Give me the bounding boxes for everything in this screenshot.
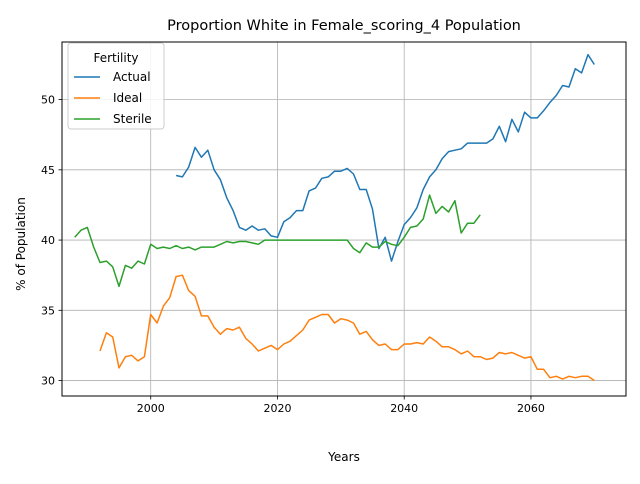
- y-tick-label: 40: [41, 234, 55, 247]
- legend-items: Actual Ideal Sterile: [74, 70, 152, 126]
- legend-label-sterile: Sterile: [113, 112, 152, 126]
- series-line-ideal: [99, 274, 595, 382]
- x-axis: 2000 2020 2040 2060: [137, 396, 545, 415]
- y-axis-label: % of Population: [14, 197, 28, 291]
- legend-box: [67, 42, 165, 130]
- y-tick-label: 45: [41, 164, 55, 177]
- series-lines: [74, 53, 595, 382]
- x-tick-label: 2000: [137, 402, 165, 415]
- legend-title: Fertility: [93, 51, 138, 65]
- plot-frame: [61, 41, 627, 397]
- x-tick-label: 2020: [263, 402, 291, 415]
- legend-label-actual: Actual: [113, 70, 151, 84]
- x-tick-label: 2060: [517, 402, 545, 415]
- x-axis-label: Years: [327, 450, 360, 464]
- y-tick-label: 35: [41, 304, 55, 317]
- x-tick-label: 2040: [390, 402, 418, 415]
- chart-title: Proportion White in Female_scoring_4 Pop…: [167, 18, 521, 34]
- legend: Fertility Actual Ideal Sterile: [67, 42, 165, 130]
- legend-label-ideal: Ideal: [113, 91, 142, 105]
- series-line-actual: [175, 53, 595, 262]
- series-line-sterile: [74, 194, 481, 288]
- y-tick-label: 30: [41, 375, 55, 388]
- y-axis: 30 35 40 45 50: [41, 94, 62, 388]
- y-tick-label: 50: [41, 94, 55, 107]
